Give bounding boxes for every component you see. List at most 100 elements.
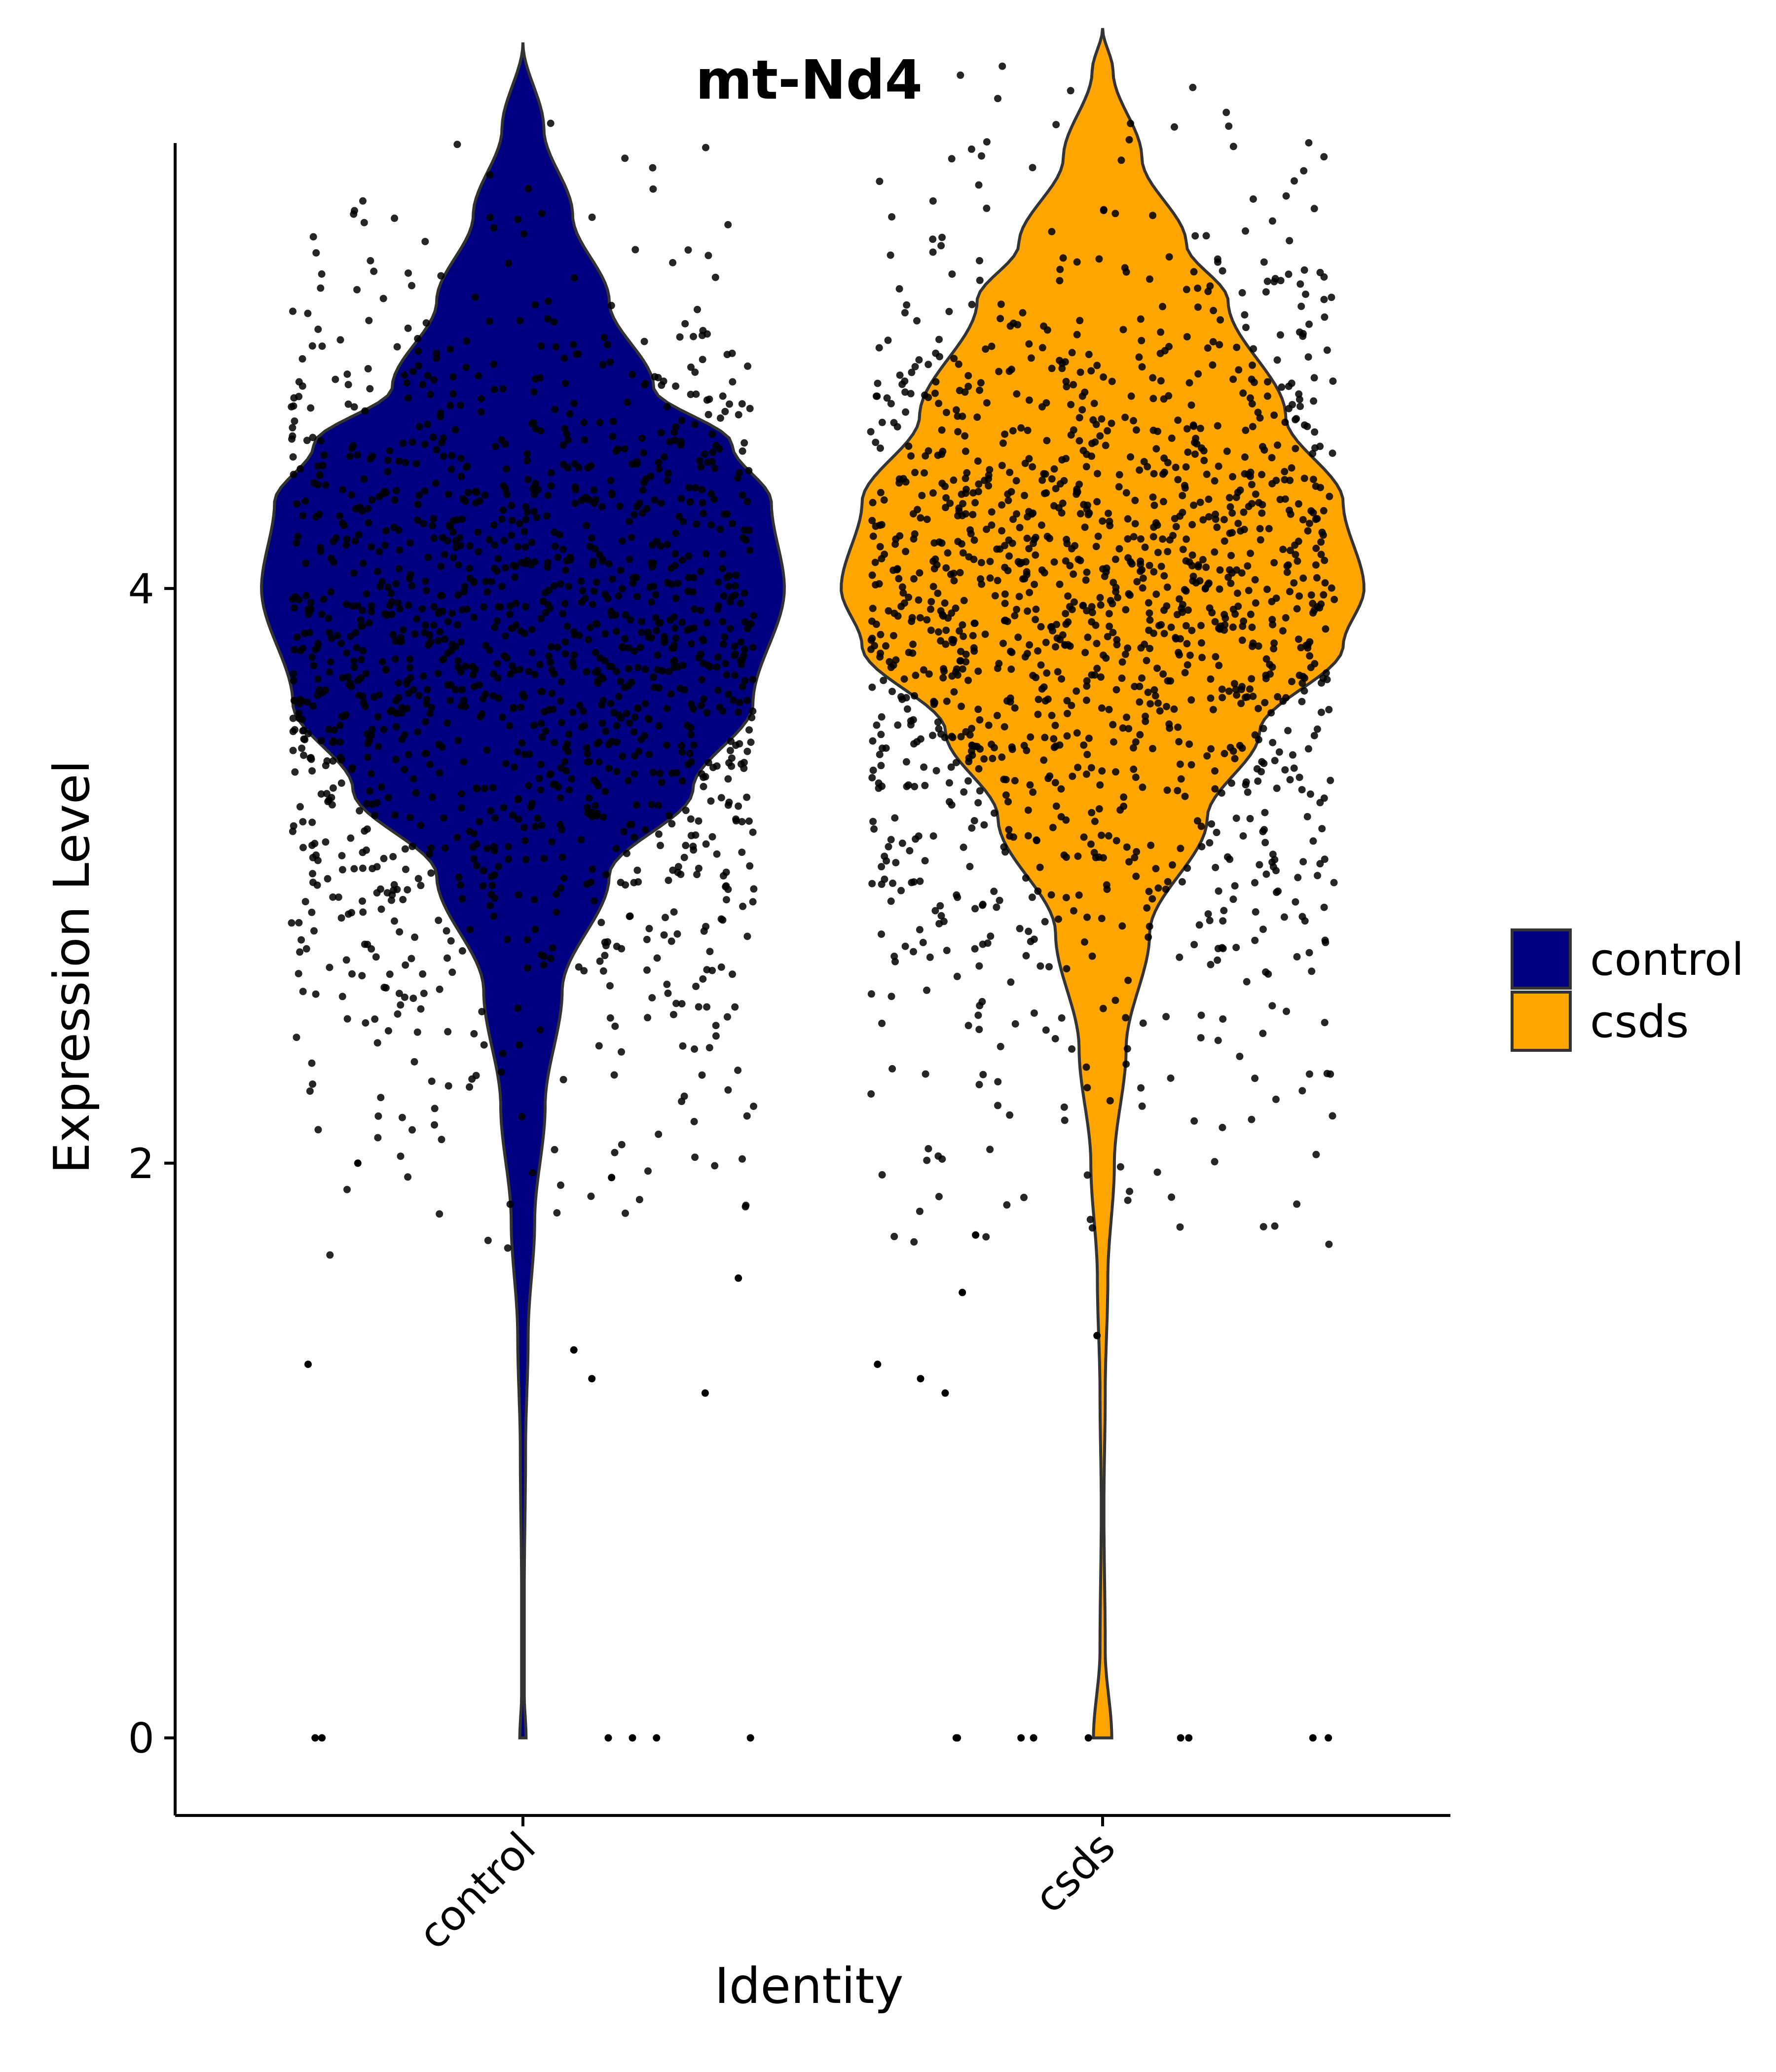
data-point <box>1145 599 1152 607</box>
data-point <box>1052 802 1060 810</box>
data-point <box>508 531 516 539</box>
data-point <box>704 759 712 767</box>
data-point <box>409 368 417 375</box>
data-point <box>920 763 928 771</box>
data-point <box>1131 853 1139 861</box>
data-point <box>1240 508 1248 516</box>
data-point <box>564 464 572 472</box>
data-point <box>724 775 732 783</box>
data-point <box>629 579 637 587</box>
outlier-point <box>588 1375 596 1383</box>
data-point <box>1070 570 1077 578</box>
data-point <box>364 365 372 372</box>
data-point <box>329 784 337 792</box>
data-point <box>564 436 572 444</box>
data-point <box>1298 698 1306 705</box>
data-point <box>309 1080 317 1088</box>
data-point <box>874 379 882 387</box>
data-point <box>490 224 498 232</box>
data-point <box>1068 702 1075 709</box>
data-point <box>322 762 330 770</box>
data-point <box>411 933 419 941</box>
data-point <box>1329 377 1337 385</box>
data-point <box>591 897 598 905</box>
data-point <box>304 605 312 613</box>
data-point <box>350 664 358 671</box>
data-point <box>438 592 446 599</box>
data-point <box>912 671 920 679</box>
data-point <box>561 638 569 646</box>
data-point <box>630 647 638 655</box>
data-point <box>923 616 931 624</box>
data-point <box>976 276 984 284</box>
data-point <box>559 610 567 618</box>
data-point <box>506 1200 514 1208</box>
zero-point <box>1185 1734 1193 1742</box>
data-point <box>414 728 422 736</box>
data-point <box>527 803 535 811</box>
data-point <box>1122 1060 1130 1068</box>
zero-point <box>746 1734 754 1742</box>
data-point <box>1052 121 1060 129</box>
data-point <box>921 857 929 865</box>
data-point <box>1323 346 1331 354</box>
data-point <box>749 898 757 906</box>
data-point <box>1293 1200 1301 1208</box>
data-point <box>1119 724 1127 732</box>
data-point <box>531 925 539 933</box>
data-point <box>583 521 591 529</box>
data-point <box>952 406 960 414</box>
data-point <box>559 1075 567 1083</box>
data-point <box>1024 832 1032 840</box>
data-point <box>599 967 607 975</box>
data-point <box>1223 853 1231 861</box>
data-point <box>925 447 932 455</box>
data-point <box>314 1126 322 1134</box>
data-point <box>1110 579 1117 587</box>
data-point <box>609 433 617 441</box>
data-point <box>551 406 559 413</box>
data-point <box>1272 1095 1280 1103</box>
data-point <box>490 360 498 368</box>
data-point <box>1212 653 1220 661</box>
data-point <box>913 738 921 746</box>
data-point <box>936 902 944 910</box>
data-point <box>1307 591 1315 599</box>
data-point <box>1169 532 1177 540</box>
data-point <box>895 285 903 293</box>
data-point <box>737 599 744 607</box>
data-point <box>638 434 646 442</box>
data-point <box>1245 503 1253 511</box>
data-point <box>677 438 685 445</box>
data-point <box>899 589 907 597</box>
data-point <box>1098 415 1106 423</box>
data-point <box>418 605 426 613</box>
data-point <box>1243 978 1251 986</box>
data-point <box>1163 786 1171 794</box>
data-point <box>457 454 465 462</box>
data-point <box>907 452 915 460</box>
data-point <box>887 836 895 844</box>
data-point <box>980 755 988 763</box>
data-point <box>1056 277 1064 285</box>
data-point <box>314 675 322 683</box>
data-point <box>1257 536 1264 544</box>
data-point <box>354 451 361 459</box>
data-point <box>371 1015 379 1023</box>
data-point <box>1125 136 1133 144</box>
data-point <box>313 881 321 889</box>
data-point <box>1064 618 1072 626</box>
data-point <box>736 740 743 748</box>
data-point <box>415 423 423 431</box>
data-point <box>709 448 716 456</box>
data-point <box>993 711 1001 719</box>
data-point <box>921 469 928 477</box>
data-point <box>516 519 523 527</box>
data-point <box>585 636 592 644</box>
data-point <box>672 634 680 642</box>
data-point <box>974 1011 982 1019</box>
data-point <box>1297 302 1305 310</box>
data-point <box>570 651 578 659</box>
data-point <box>910 1238 918 1246</box>
data-point <box>421 441 429 448</box>
